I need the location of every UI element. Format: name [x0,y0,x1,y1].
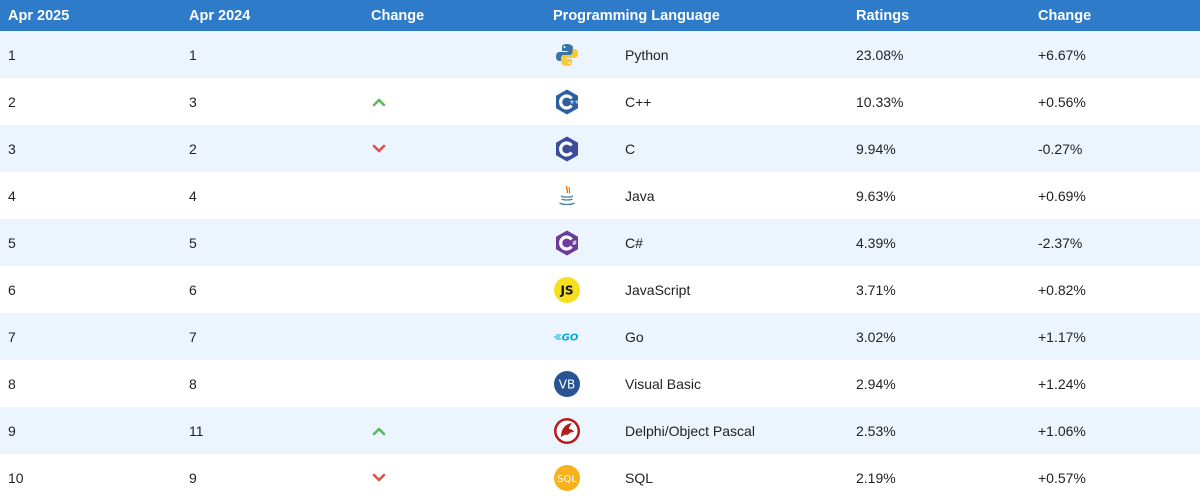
rating-value: 10.33% [856,93,904,110]
rank-2024-cell: 3 [189,93,197,110]
javascript-logo-icon: JS [553,276,581,304]
rank-2025-cell: 10 [8,469,24,486]
header-change: Change [371,7,425,24]
rating-value: 9.94% [856,140,896,157]
rating-change-value: -0.27% [1038,140,1083,157]
rating-change-value: +0.56% [1038,93,1086,110]
language-name: Visual Basic [625,375,702,392]
table-row: 2 3 ++ C++ 10.33% +0.56% [0,78,1200,125]
rating-value: 4.39% [856,234,896,251]
language-name: C++ [625,93,652,110]
rating-value: 3.71% [856,281,896,298]
cpp-logo-icon: ++ [553,88,581,116]
rank-2025-cell: 1 [8,46,16,63]
rank-2025-cell: 3 [8,140,16,157]
trend-down-icon [371,143,386,155]
rating-value: 2.94% [856,375,896,392]
rank-2024-cell: 4 [189,187,197,204]
language-name: C# [625,234,643,251]
rank-2024-cell: 1 [189,46,197,63]
header-rank-2024: Apr 2024 [189,7,251,24]
trend-up-icon [371,425,386,437]
rating-value: 2.53% [856,422,896,439]
language-name: Java [625,187,655,204]
trend-down-icon [371,472,386,484]
rank-2025-cell: 4 [8,187,16,204]
rating-value: 9.63% [856,187,896,204]
rating-change-value: +0.69% [1038,187,1086,204]
table-row: 10 9 SQL SQL 2.19% +0.57% [0,454,1200,501]
rank-2024-cell: 6 [189,281,197,298]
table-row: 7 7 GO Go 3.02% +1.17% [0,313,1200,360]
header-language: Programming Language [553,7,720,24]
table-row: 1 1 Python 23.08% +6.67% [0,31,1200,78]
rating-change-value: +0.57% [1038,469,1086,486]
language-name: JavaScript [625,281,691,298]
c-logo-icon [553,135,581,163]
rank-2024-cell: 11 [189,422,204,439]
table-header: Apr 2025 Apr 2024 Change Programming Lan… [0,0,1200,31]
language-name: Python [625,46,669,63]
rating-value: 3.02% [856,328,896,345]
language-name: Go [625,328,644,345]
rank-2025-cell: 6 [8,281,16,298]
table-row: 9 11 Delphi/Object Pascal 2.53% +1.06% [0,407,1200,454]
trend-up-icon [371,96,386,108]
visual-basic-logo-icon: VB [553,370,581,398]
delphi-logo-icon [553,417,581,445]
rating-change-value: +1.24% [1038,375,1086,392]
header-ratings: Ratings [856,7,910,24]
rating-change-value: +1.17% [1038,328,1086,345]
svg-text:JS: JS [559,283,573,297]
rating-change-value: +1.06% [1038,422,1086,439]
csharp-logo-icon: # [553,229,581,257]
rank-2024-cell: 5 [189,234,197,251]
table-row: 5 5 # C# 4.39% -2.37% [0,219,1200,266]
language-name: C [625,140,636,157]
rating-change-value: +6.67% [1038,46,1086,63]
rating-change-value: +0.82% [1038,281,1086,298]
table-row: 6 6 JS JavaScript 3.71% +0.82% [0,266,1200,313]
svg-text:++: ++ [569,99,579,106]
rank-2024-cell: 7 [189,328,197,345]
svg-text:GO: GO [562,332,579,343]
svg-text:SQL: SQL [557,474,577,485]
go-logo-icon: GO [553,323,581,351]
svg-text:VB: VB [559,377,575,391]
rank-2025-cell: 8 [8,375,16,392]
python-logo-icon [553,41,581,69]
table-row: 4 4 Java 9.63% +0.69% [0,172,1200,219]
header-rank-2025: Apr 2025 [8,7,70,24]
table-row: 8 8 VB Visual Basic 2.94% +1.24% [0,360,1200,407]
rank-2024-cell: 8 [189,375,197,392]
rank-2024-cell: 9 [189,469,197,486]
rank-2025-cell: 7 [8,328,16,345]
language-name: Delphi/Object Pascal [625,422,755,439]
table-body: 1 1 Python 23.08% +6.67% 2 3 ++ C++ 10.33% +0.56% 3… [0,31,1200,501]
rating-value: 23.08% [856,46,904,63]
header-rating-change: Change [1038,7,1092,24]
rank-2025-cell: 2 [8,93,16,110]
language-name: SQL [625,469,654,486]
rank-2025-cell: 5 [8,234,16,251]
rating-change-value: -2.37% [1038,234,1083,251]
java-logo-icon [553,182,581,210]
table-row: 3 2 C 9.94% -0.27% [0,125,1200,172]
sql-logo-icon: SQL [553,464,581,492]
svg-text:#: # [572,240,577,247]
rating-value: 2.19% [856,469,896,486]
rank-2025-cell: 9 [8,422,16,439]
rank-2024-cell: 2 [189,140,197,157]
